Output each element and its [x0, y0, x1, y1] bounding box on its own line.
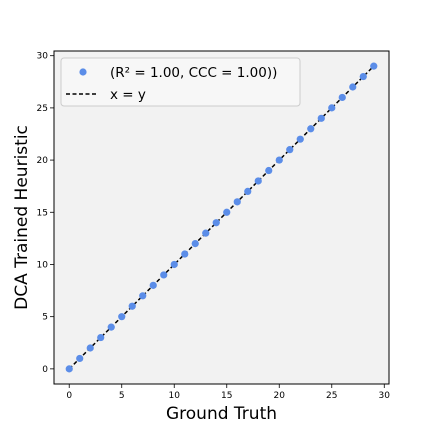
- data-point: [349, 83, 357, 91]
- data-point: [244, 187, 252, 196]
- y-tick-label: 15: [37, 208, 48, 218]
- data-point: [160, 271, 168, 279]
- plot-frame: [53, 50, 390, 385]
- data-point: [139, 292, 147, 300]
- data-point: [328, 104, 336, 112]
- data-point: [149, 281, 157, 289]
- data-point: [65, 365, 73, 373]
- data-point: [233, 198, 241, 206]
- legend-box: [60, 57, 301, 107]
- legend: (R² = 1.00, CCC = 1.00)) x = y: [60, 57, 301, 107]
- legend-marker-scatter: [79, 68, 87, 76]
- data-point: [296, 135, 304, 143]
- data-point: [212, 219, 220, 227]
- y-tick-label: 0: [42, 365, 48, 375]
- data-point: [317, 114, 325, 122]
- data-point: [359, 72, 367, 81]
- data-point: [307, 125, 315, 133]
- legend-label-scatter: (R² = 1.00, CCC = 1.00)): [110, 65, 277, 81]
- data-point: [370, 62, 378, 70]
- y-axis-ticks: 0 5 10 15 20 25 30: [37, 52, 54, 375]
- y-axis-label: DCA Trained Heuristic: [12, 125, 32, 310]
- x-tick-label: 25: [326, 391, 337, 401]
- data-point: [223, 208, 231, 216]
- data-point: [107, 323, 115, 331]
- data-point: [76, 354, 84, 363]
- data-point: [118, 313, 126, 321]
- data-point: [191, 239, 199, 248]
- legend-label-line: x = y: [110, 87, 146, 103]
- x-tick-label: 15: [221, 391, 232, 401]
- data-point: [254, 177, 262, 185]
- y-tick-label: 25: [37, 104, 48, 114]
- scatter-points: [65, 62, 378, 373]
- data-point: [128, 302, 136, 310]
- data-point: [286, 146, 294, 154]
- data-point: [97, 333, 105, 342]
- y-tick-label: 5: [42, 313, 48, 323]
- data-point: [181, 250, 189, 258]
- x-tick-label: 5: [119, 391, 125, 401]
- x-tick-label: 30: [379, 391, 391, 401]
- y-tick-label: 10: [37, 260, 49, 270]
- data-point: [338, 93, 346, 102]
- x-axis-label: Ground Truth: [166, 404, 277, 424]
- y-tick-label: 30: [37, 52, 49, 62]
- x-axis-ticks: 0 5 10 15 20 25 30: [66, 384, 390, 401]
- data-point: [202, 229, 210, 237]
- x-tick-label: 20: [274, 391, 286, 401]
- x-tick-label: 10: [169, 391, 181, 401]
- x-tick-label: 0: [66, 391, 72, 401]
- data-point: [265, 166, 273, 175]
- data-point: [86, 344, 94, 352]
- y-tick-label: 20: [37, 156, 49, 166]
- data-point: [170, 260, 178, 269]
- data-point: [275, 156, 283, 164]
